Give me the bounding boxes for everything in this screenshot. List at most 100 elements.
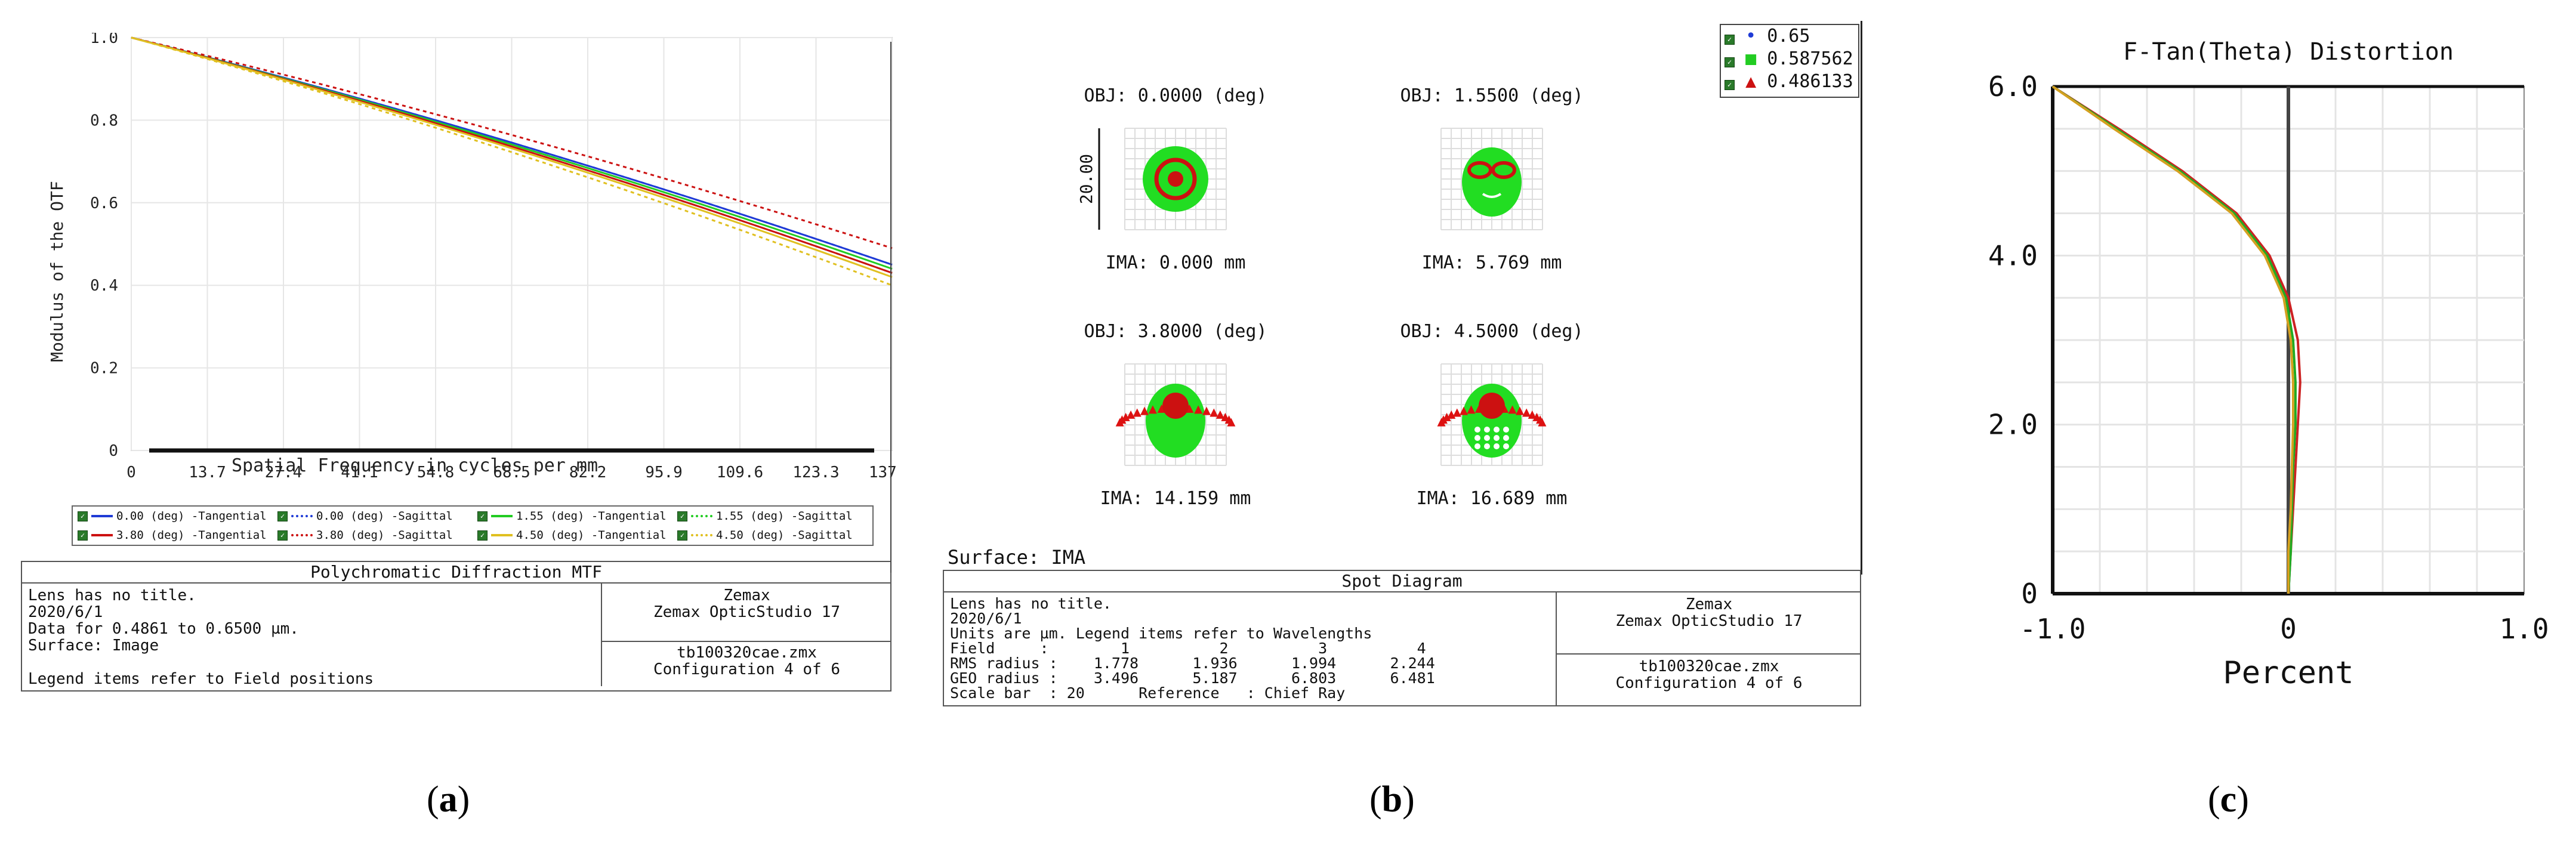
spot-red-marker	[1467, 405, 1476, 414]
spot-red-marker	[1210, 408, 1218, 417]
spot-red-marker	[1194, 405, 1203, 414]
spot-obj-label: OBJ: 3.8000 (deg)	[1084, 321, 1267, 342]
spot-obj-label: OBJ: 0.0000 (deg)	[1084, 85, 1267, 106]
mtf-x-tick-label: 27.4	[265, 464, 303, 481]
spot-green-blob	[1146, 384, 1205, 458]
spot-legend: ✓ • 0.65 ✓ ■ 0.587562 ✓ ▲ 0.486133	[1720, 24, 1859, 98]
distortion-x-tick-label: -1.0	[2020, 613, 2086, 645]
spot-panel: OBJ: 0.0000 (deg) IMA: 0.000 mm OBJ: 1.550…	[943, 21, 1874, 713]
mtf-x-tick-label: 41.1	[341, 464, 378, 481]
mtf-series-line	[131, 36, 893, 249]
spot-red-ring	[1154, 158, 1197, 200]
spot-red-core	[1168, 171, 1183, 187]
mtf-x-tick-label: 0	[127, 464, 136, 481]
mtf-info-left: Lens has no title. 2020/6/1 Data for 0.4…	[28, 587, 374, 688]
spot-legend-item: ✓ • 0.65	[1721, 25, 1858, 48]
spot-white-dot	[1484, 427, 1490, 433]
mtf-legend-item: ✓ 3.80 (deg) -Tangential	[73, 526, 273, 545]
spot-chart: OBJ: 0.0000 (deg) IMA: 0.000 mm OBJ: 1.550…	[1076, 85, 1584, 509]
spot-white-dot	[1484, 443, 1490, 449]
spot-field: OBJ: 4.5000 (deg) IMA: 16.689 mm	[1400, 321, 1583, 509]
mtf-right-border	[890, 42, 891, 573]
spot-red-marker	[1532, 412, 1541, 421]
distortion-x-tick-label: 0	[2280, 613, 2297, 645]
spot-ima-label: IMA: 14.159 mm	[1100, 488, 1251, 509]
mtf-x-tick-label: 109.6	[717, 464, 763, 481]
spot-field: OBJ: 0.0000 (deg) IMA: 0.000 mm	[1084, 85, 1267, 273]
spot-white-dot	[1503, 443, 1509, 449]
caption-a: (a)	[427, 779, 470, 820]
mtf-legend-item: ✓ 4.50 (deg) -Sagittal	[672, 526, 872, 545]
mtf-y-tick-label: 0.6	[90, 195, 118, 212]
distortion-title: F-Tan(Theta) Distortion	[2123, 38, 2454, 66]
distortion-y-tick-label: 0	[2021, 578, 2038, 610]
spot-obj-label: OBJ: 4.5000 (deg)	[1400, 321, 1583, 342]
spot-white-dot	[1494, 427, 1500, 433]
spot-red-marker	[1522, 408, 1531, 417]
spot-red-marker	[1140, 406, 1149, 415]
spot-red-marker	[1202, 406, 1211, 415]
spot-info-right-bottom: tb100320cae.zmx Configuration 4 of 6	[1556, 655, 1861, 706]
mtf-info-right-bottom: tb100320cae.zmx Configuration 4 of 6	[601, 641, 891, 686]
spot-red-core	[1162, 393, 1189, 419]
spot-ima-label: IMA: 5.769 mm	[1422, 252, 1562, 273]
mtf-x-tick-label: 82.2	[569, 464, 607, 481]
distortion-series-line	[2051, 85, 2294, 594]
mtf-legend: ✓ 0.00 (deg) -Tangential ✓ 0.00 (deg) -Sagi…	[72, 505, 874, 546]
spot-red-marker	[1133, 408, 1142, 417]
mtf-y-tick-label: 1.0	[90, 33, 118, 47]
spot-info-header: Spot Diagram	[944, 571, 1860, 592]
spot-white-dot	[1474, 435, 1480, 441]
spot-red-marker	[1115, 418, 1124, 427]
spot-red-marker	[1224, 415, 1233, 424]
spot-red-marker	[1215, 410, 1224, 419]
spot-info-box: Spot Diagram Lens has no title. 2020/6/1…	[943, 570, 1861, 706]
spot-white-dot	[1503, 427, 1509, 433]
spot-red-marker	[1508, 405, 1517, 414]
mtf-info-right-top: Zemax Zemax OpticStudio 17	[601, 584, 891, 642]
mtf-series-line	[131, 36, 893, 286]
distortion-x-tick-label: 1.0	[2499, 613, 2549, 645]
distortion-y-tick-label: 4.0	[1988, 239, 2038, 271]
caption-b: (b)	[1369, 779, 1415, 820]
spot-red-marker	[1127, 410, 1136, 419]
mtf-y-tick-label: 0	[109, 442, 118, 460]
spot-red-marker	[1447, 410, 1456, 419]
spot-ima-label: IMA: 0.000 mm	[1106, 252, 1246, 273]
mtf-legend-item: ✓ 1.55 (deg) -Tangential	[473, 507, 672, 526]
spot-scale-label: 20.00	[1076, 154, 1096, 204]
mtf-x-tick-label: 54.8	[417, 464, 455, 481]
distortion-y-tick-label: 2.0	[1988, 409, 2038, 441]
distortion-y-tick-label: 6.0	[1988, 70, 2038, 103]
mtf-legend-item: ✓ 0.00 (deg) -Tangential	[73, 507, 273, 526]
mtf-panel: 0 13.7 27.4 41.1 54.8 68.5 82.2 95.9 109.6 123.3 1…	[21, 33, 898, 707]
spot-red-marker	[1221, 412, 1230, 421]
spot-red-marker	[1437, 418, 1446, 427]
spot-field: OBJ: 1.5500 (deg) IMA: 5.769 mm	[1400, 85, 1583, 273]
spot-white-dot	[1484, 435, 1490, 441]
spot-white-dot	[1494, 443, 1500, 449]
mtf-legend-item: ✓ 3.80 (deg) -Sagittal	[273, 526, 473, 545]
mtf-legend-item: ✓ 0.00 (deg) -Sagittal	[273, 507, 473, 526]
spot-white-dot	[1474, 443, 1480, 449]
mtf-legend-item: ✓ 1.55 (deg) -Sagittal	[672, 507, 872, 526]
spot-surface-label: Surface: IMA	[948, 546, 1086, 569]
mtf-y-tick-label: 0.2	[90, 360, 118, 378]
spot-obj-label: OBJ: 1.5500 (deg)	[1400, 85, 1583, 106]
distortion-x-axis-label: Percent	[2223, 655, 2353, 691]
mtf-y-tick-label: 0.4	[90, 277, 118, 295]
spot-red-core	[1479, 393, 1505, 419]
mtf-x-tick-label: 95.9	[645, 464, 683, 481]
spot-white-dot	[1494, 435, 1500, 441]
mtf-y-tick-label: 0.8	[90, 112, 118, 129]
distortion-panel: F-Tan(Theta) Distortion 0 2.0 4.0 6.0 -1.0 0 1.…	[1951, 27, 2572, 701]
mtf-x-axis-label: Spatial Frequency in cycles per mm	[232, 455, 598, 476]
spot-info-right-top: Zemax Zemax OpticStudio 17	[1556, 592, 1861, 655]
mtf-info-box: Polychromatic Diffraction MTF Lens has n…	[21, 561, 891, 692]
spot-red-ring	[1467, 161, 1492, 179]
mtf-x-tick-label: 123.3	[792, 464, 839, 481]
spot-red-marker	[1459, 406, 1468, 415]
spot-red-marker	[1452, 408, 1461, 417]
mtf-series-line	[131, 36, 893, 278]
